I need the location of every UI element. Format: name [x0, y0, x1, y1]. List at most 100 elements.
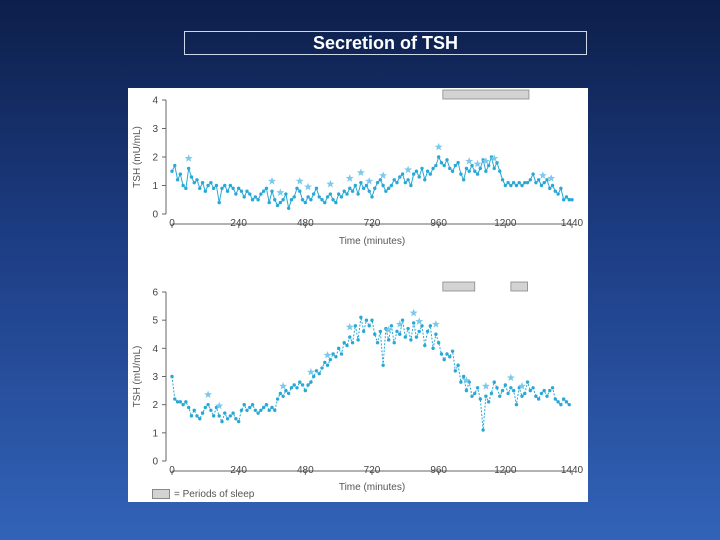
data-point — [220, 186, 224, 191]
data-point — [195, 414, 199, 418]
x-axis-label: Time (minutes) — [339, 236, 405, 247]
data-point — [442, 163, 446, 168]
data-point — [520, 183, 524, 188]
data-point — [270, 405, 274, 410]
data-point — [325, 363, 330, 367]
data-point — [286, 391, 291, 396]
x-tick-label: 1440 — [561, 218, 584, 229]
data-point — [295, 186, 299, 191]
data-point — [553, 189, 558, 193]
data-point — [339, 195, 344, 199]
data-point — [436, 341, 441, 345]
data-point — [523, 180, 527, 185]
data-point — [350, 189, 355, 193]
peak-star-marker — [379, 171, 388, 179]
data-point — [450, 349, 455, 353]
slide-title: Secretion of TSH — [184, 31, 587, 55]
data-point — [198, 417, 202, 421]
data-point — [361, 329, 366, 334]
peak-star-marker — [490, 154, 499, 162]
data-point — [223, 411, 227, 415]
data-point — [228, 414, 233, 418]
data-point — [489, 391, 494, 396]
data-point — [261, 405, 266, 410]
sleep-legend: = Periods of sleep — [152, 488, 254, 500]
data-point — [284, 388, 288, 393]
data-point — [467, 169, 471, 173]
x-tick-label: 0 — [169, 218, 175, 229]
x-tick-label: 1200 — [494, 465, 517, 476]
data-point — [423, 343, 427, 348]
data-point — [495, 386, 499, 390]
y-tick-label: 0 — [152, 210, 158, 221]
data-point — [548, 186, 552, 191]
data-point — [434, 332, 438, 336]
data-point — [364, 183, 369, 188]
data-point — [378, 178, 383, 182]
data-point — [403, 180, 408, 185]
data-point — [242, 195, 246, 199]
data-point — [400, 172, 405, 176]
data-point — [342, 189, 346, 193]
data-point — [539, 183, 544, 188]
data-point — [250, 198, 255, 202]
data-point — [278, 200, 283, 205]
data-point — [381, 363, 385, 367]
data-point — [217, 414, 221, 418]
peak-star-marker — [538, 171, 547, 179]
peak-star-marker — [481, 382, 490, 390]
data-point — [411, 321, 416, 325]
data-point — [425, 169, 430, 173]
data-point — [353, 183, 358, 188]
data-point — [323, 200, 327, 205]
data-point — [375, 180, 380, 185]
data-point — [542, 180, 546, 185]
y-tick-label: 3 — [152, 124, 158, 135]
data-point — [231, 411, 235, 415]
data-point — [289, 198, 294, 202]
x-tick-label: 720 — [364, 465, 381, 476]
data-point — [198, 186, 202, 191]
data-point — [359, 315, 363, 320]
data-point — [448, 355, 452, 359]
data-point — [259, 192, 263, 196]
data-point — [289, 386, 294, 390]
data-point — [539, 391, 544, 396]
sleep-period-bar — [510, 281, 528, 292]
data-point — [411, 172, 416, 176]
y-tick-label: 0 — [152, 457, 158, 468]
data-point — [334, 355, 338, 359]
chart-panel-2: 0 1 2 3 4 5 6 0 240 480 720 960 1200 1440 Time (minute… — [132, 281, 584, 493]
x-tick-label: 240 — [230, 218, 247, 229]
slide-title-text: Secretion of TSH — [312, 32, 459, 53]
data-point — [286, 206, 291, 210]
x-tick-label: 480 — [297, 218, 314, 229]
data-point — [398, 175, 402, 179]
data-point — [536, 397, 541, 401]
data-point — [261, 189, 266, 193]
data-point — [275, 397, 280, 401]
data-point — [450, 169, 455, 173]
data-point — [253, 408, 258, 412]
data-point — [223, 183, 227, 188]
peak-star-marker — [547, 174, 556, 182]
data-point — [420, 324, 424, 328]
data-point — [478, 397, 483, 401]
data-point — [311, 192, 316, 196]
data-point — [553, 397, 558, 401]
peak-star-marker — [434, 142, 443, 151]
data-point — [484, 169, 488, 173]
data-point — [475, 172, 480, 176]
data-point — [392, 341, 396, 345]
data-point — [528, 388, 533, 393]
peak-star-marker — [306, 367, 315, 376]
data-point — [548, 388, 552, 393]
data-point — [498, 169, 502, 173]
data-point — [428, 324, 433, 328]
data-point — [189, 175, 194, 179]
data-point — [267, 200, 271, 205]
data-point — [370, 195, 374, 199]
data-point — [200, 411, 205, 415]
data-point — [195, 178, 199, 182]
data-point — [178, 172, 183, 176]
